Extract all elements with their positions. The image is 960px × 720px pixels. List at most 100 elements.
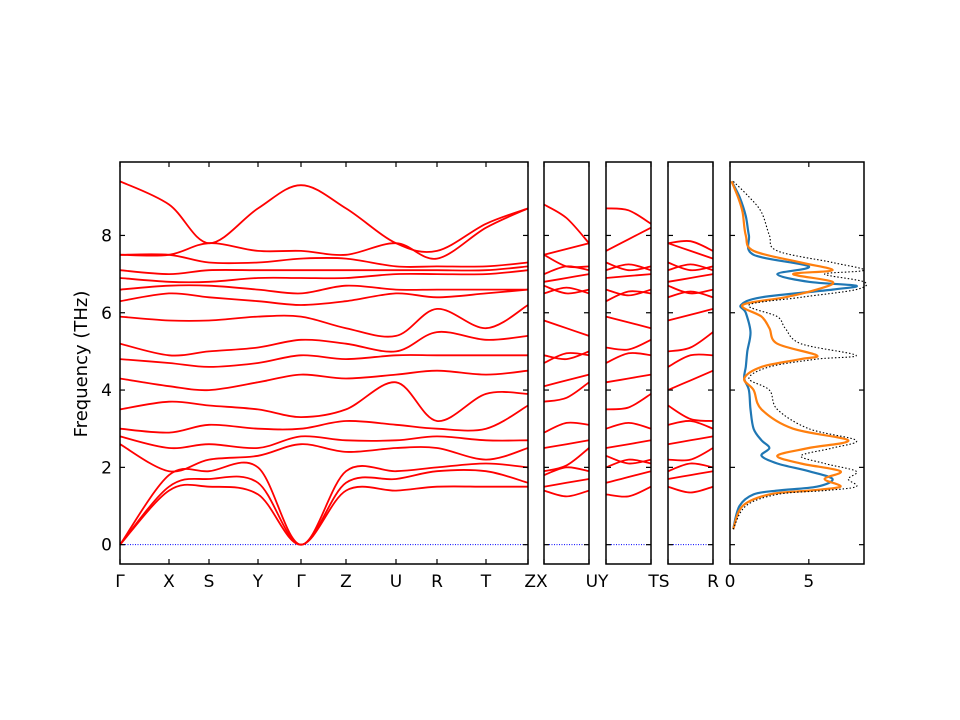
band-line-7 <box>119 381 529 422</box>
y-tick-label: 4 <box>101 381 112 401</box>
band-line-seg4-5 <box>667 435 714 446</box>
band-line-18 <box>119 180 529 253</box>
dos-series-1 <box>730 180 858 530</box>
band-line-seg2-16 <box>543 253 590 269</box>
band-line-seg3-5 <box>605 439 652 449</box>
dos-x-tick-label: 0 <box>725 572 736 592</box>
band-line-seg2-5 <box>543 439 590 449</box>
band-line-seg2-10 <box>543 350 590 361</box>
band-line-4 <box>119 443 529 473</box>
axis-ticks <box>119 162 864 564</box>
band-line-seg3-2 <box>605 470 652 484</box>
band-line-seg4-1 <box>667 485 714 494</box>
kpoint-label: Γ <box>296 572 306 592</box>
band-line-seg3-17 <box>605 226 652 252</box>
band-line-2 <box>119 469 529 546</box>
band-line-13 <box>119 284 528 295</box>
band-line-seg2-12 <box>543 286 590 295</box>
kpoint-label: U <box>390 572 402 592</box>
kpoint-label: S <box>204 572 215 592</box>
band-line-seg3-18 <box>605 207 652 225</box>
band-line-seg2-1 <box>543 489 590 498</box>
dos-series-2 <box>730 180 850 530</box>
band-line-seg2-14 <box>543 273 590 283</box>
band-line-6 <box>119 404 529 434</box>
dos-curves <box>730 180 868 530</box>
dos-series-3 <box>732 180 868 530</box>
y-tick-label: 6 <box>101 304 112 324</box>
kpoint-label: R <box>707 572 719 592</box>
band-line-seg3-15 <box>605 263 652 272</box>
band-line-seg2-3 <box>543 466 590 476</box>
band-line-seg3-10 <box>605 338 652 351</box>
band-line-17 <box>119 207 529 260</box>
kpoint-label: UY <box>586 572 609 592</box>
band-line-12 <box>119 288 529 306</box>
band-line-seg4-12 <box>667 290 714 299</box>
band-line-seg4-2 <box>667 470 714 480</box>
panel-frames <box>119 161 865 565</box>
band-line-seg3-8 <box>605 373 652 384</box>
band-line-seg2-7 <box>543 381 590 403</box>
band-line-seg2-9 <box>543 352 590 364</box>
band-line-15 <box>119 265 529 276</box>
band-line-seg3-6 <box>605 421 652 430</box>
band-line-seg3-12 <box>605 290 652 303</box>
band-line-8 <box>119 369 529 392</box>
band-line-seg4-11 <box>667 308 714 322</box>
band-line-seg3-16 <box>605 261 652 272</box>
band-line-seg3-14 <box>605 273 652 279</box>
y-tick-label: 2 <box>101 458 112 478</box>
band-line-seg4-14 <box>667 273 714 283</box>
band-line-seg2-17 <box>543 242 590 256</box>
kpoint-label: TS <box>647 572 669 592</box>
band-panel-frame-2 <box>543 161 590 565</box>
band-line-seg4-15 <box>667 263 714 272</box>
band-line-seg3-13 <box>605 288 652 297</box>
kpoint-label: T <box>480 572 492 592</box>
band-line-seg4-3 <box>667 462 714 473</box>
band-line-seg4-6 <box>667 420 714 430</box>
band-line-5 <box>119 435 529 450</box>
band-line-seg2-18 <box>543 203 590 244</box>
band-line-seg3-7 <box>605 393 652 411</box>
band-line-3 <box>119 461 529 546</box>
y-tick-label: 8 <box>101 226 112 246</box>
kpoint-label: R <box>431 572 443 592</box>
band-line-seg2-6 <box>543 421 590 434</box>
band-line-seg2-2 <box>543 478 590 488</box>
kpoint-label: X <box>163 572 175 592</box>
y-axis-title: Frequency (THz) <box>71 291 92 438</box>
band-line-seg4-4 <box>667 447 714 462</box>
band-line-seg4-10 <box>667 331 714 353</box>
band-panel-frame-1 <box>119 161 529 565</box>
band-line-seg3-4 <box>605 454 652 465</box>
band-line-seg4-13 <box>667 284 714 295</box>
band-line-seg4-18 <box>667 240 714 252</box>
kpoint-label: Z <box>340 572 352 592</box>
y-tick-label: 0 <box>101 536 112 556</box>
band-line-seg3-3 <box>605 458 652 469</box>
band-line-seg2-8 <box>543 373 590 388</box>
kpoint-label: Γ <box>115 572 125 592</box>
band-line-14 <box>119 269 529 284</box>
band-line-seg4-17 <box>667 242 714 260</box>
band-line-seg2-11 <box>543 319 590 337</box>
band-panel-frame-4 <box>667 161 714 565</box>
dos-panel-frame <box>729 161 865 565</box>
band-line-seg3-9 <box>605 352 652 364</box>
band-line-seg3-1 <box>605 485 652 498</box>
band-panel-frame-3 <box>605 161 652 565</box>
band-line-seg4-8 <box>667 369 714 391</box>
band-line-seg2-13 <box>543 284 590 295</box>
dos-x-tick-label: 5 <box>803 572 814 592</box>
band-line-seg2-4 <box>543 447 590 473</box>
phonon-bands <box>119 180 714 546</box>
band-line-9 <box>119 354 528 368</box>
kpoint-label: ZX <box>524 572 548 592</box>
band-line-seg3-11 <box>605 315 652 330</box>
kpoint-label: Y <box>252 572 264 592</box>
band-line-10 <box>119 330 529 357</box>
